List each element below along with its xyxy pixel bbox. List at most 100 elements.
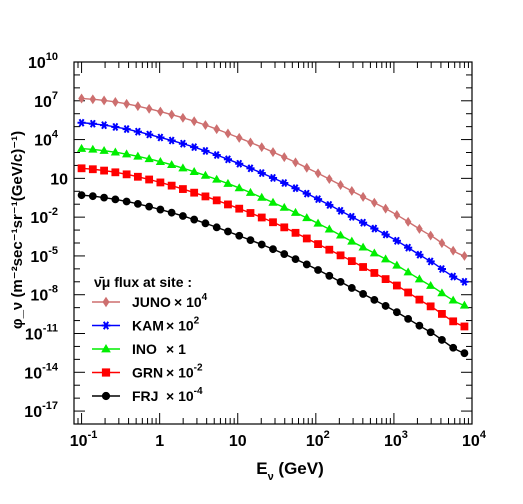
data-point (347, 284, 356, 292)
y-axis-label: φ_ν (m⁻²sec⁻¹sr⁻¹(GeV/c)⁻¹) (9, 131, 26, 329)
data-point (246, 209, 255, 217)
legend-item-frj: FRJ × 10-4 (92, 386, 203, 404)
data-point (314, 266, 322, 274)
data-point (224, 128, 232, 139)
data-point (134, 101, 142, 112)
data-point (101, 344, 111, 353)
data-point (202, 120, 209, 131)
data-point (335, 230, 346, 239)
data-point (381, 275, 390, 283)
data-point (100, 166, 108, 175)
data-point (438, 336, 446, 344)
tick-label: 10-1 (70, 429, 98, 450)
data-point (157, 106, 164, 117)
data-point (77, 191, 86, 200)
data-point (100, 95, 108, 106)
data-point (167, 208, 176, 217)
data-point (212, 174, 222, 183)
data-point (178, 163, 188, 172)
data-point (212, 196, 221, 205)
data-point (201, 219, 210, 228)
data-point (359, 263, 367, 271)
data-point (415, 250, 424, 259)
data-point (414, 274, 424, 283)
data-point (313, 195, 323, 204)
data-point (415, 321, 424, 330)
series-juno (78, 93, 468, 261)
data-point (392, 308, 401, 317)
data-point (314, 168, 322, 179)
data-point (347, 257, 356, 266)
tick-label: 10-14 (24, 361, 59, 382)
data-point (280, 178, 289, 188)
data-point (314, 240, 322, 249)
data-point (280, 223, 289, 232)
data-point (426, 302, 435, 311)
data-point (291, 184, 300, 193)
data-point (190, 116, 198, 127)
data-point (460, 349, 469, 358)
tick-label: 107 (34, 90, 58, 111)
data-point (269, 245, 277, 254)
data-point (269, 218, 277, 227)
data-point (246, 236, 255, 245)
legend-label: INO × 1 (132, 341, 186, 357)
data-point (235, 132, 243, 143)
data-point (102, 296, 110, 308)
data-point (257, 240, 266, 249)
legend: ν̄μ flux at site : JUNO × 104 KAM × 102 INO ×… (92, 274, 208, 404)
data-point (145, 103, 153, 114)
data-point (404, 216, 412, 227)
data-point (460, 277, 469, 286)
data-point (247, 137, 254, 148)
legend-item-juno: JUNO × 104 (92, 292, 208, 310)
tick-label: 10-11 (25, 323, 58, 344)
data-point (77, 118, 86, 127)
legend-item-ino: INO × 1 (92, 341, 186, 357)
data-point (78, 93, 85, 104)
x-tick-labels: 10-1 1 10 102 103 104 (70, 429, 487, 450)
data-point (325, 174, 333, 185)
legend-label: FRJ × 10-4 (132, 386, 203, 404)
data-point (133, 127, 142, 136)
data-point (235, 159, 244, 168)
data-point (292, 157, 299, 168)
data-point (190, 215, 199, 224)
data-point (392, 281, 401, 290)
data-point (359, 218, 368, 227)
data-point (426, 280, 436, 289)
data-point (234, 183, 244, 192)
data-point (290, 207, 301, 216)
series-layer (76, 93, 470, 358)
data-point (144, 154, 154, 163)
legend-label: GRN × 10-2 (132, 363, 203, 381)
data-point (426, 328, 435, 337)
data-point (122, 125, 131, 134)
data-point (168, 109, 175, 120)
data-point (212, 150, 221, 160)
data-point (313, 218, 323, 227)
data-point (190, 188, 199, 197)
tick-label: 1 (155, 433, 164, 450)
data-point (348, 185, 356, 196)
tick-label: 10-2 (30, 206, 58, 227)
tick-label: 10-17 (24, 400, 58, 421)
data-point (88, 144, 98, 153)
legend-label: KAM × 102 (132, 316, 200, 334)
data-point (189, 166, 199, 175)
legend-item-grn: GRN × 10-2 (92, 363, 203, 381)
data-point (358, 242, 368, 251)
data-point (291, 228, 300, 237)
data-point (438, 310, 446, 318)
tick-label: 104 (462, 429, 487, 450)
data-point (258, 142, 266, 153)
data-point (416, 223, 423, 234)
tick-label: 10 (229, 433, 247, 450)
data-point (403, 267, 413, 276)
data-point (201, 192, 210, 201)
data-point (156, 178, 165, 187)
data-point (122, 149, 132, 158)
data-point (111, 122, 120, 131)
tick-label: 103 (384, 429, 408, 450)
data-point (122, 197, 131, 206)
